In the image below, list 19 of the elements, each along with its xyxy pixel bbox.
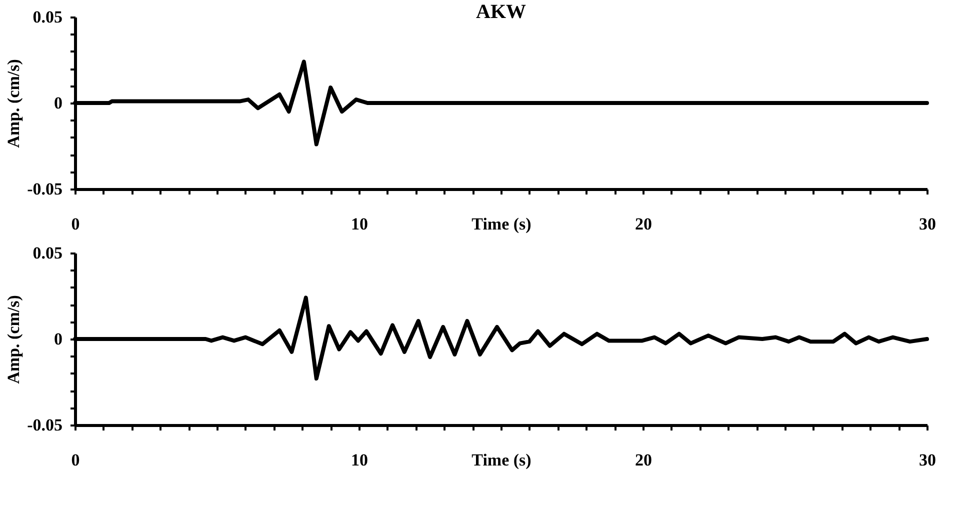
y-axis-title: Amp. (cm/s): [4, 295, 24, 384]
x-tick-label: 0: [71, 214, 80, 234]
y-tick-label: 0: [54, 94, 62, 112]
y-tick-label: 0: [54, 330, 62, 348]
x-tick-label: 30: [919, 214, 936, 234]
x-tick-label: 20: [635, 214, 652, 234]
x-tick-label: 30: [919, 450, 936, 470]
x-tick-label: 10: [351, 214, 368, 234]
y-tick-label: -0.05: [27, 416, 62, 434]
x-tick-label: 0: [71, 450, 80, 470]
x-axis-title: Time (s): [472, 450, 532, 470]
y-tick-label: 0.05: [32, 8, 62, 26]
y-axis-title: Amp. (cm/s): [4, 59, 24, 148]
chart-title: AKW: [476, 1, 526, 23]
y-tick-label: -0.05: [27, 180, 62, 198]
x-tick-label: 10: [351, 450, 368, 470]
y-tick-label: 0.05: [32, 244, 62, 262]
x-axis-title: Time (s): [472, 214, 532, 234]
x-tick-label: 20: [635, 450, 652, 470]
